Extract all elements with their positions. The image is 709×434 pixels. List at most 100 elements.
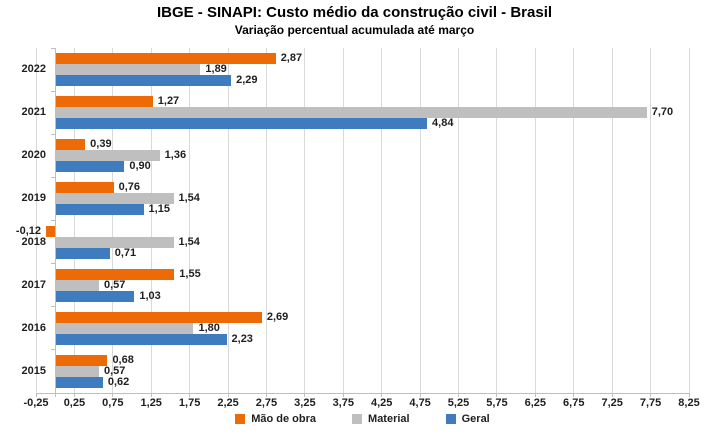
y-category-label-2018: 2018 [21, 235, 46, 248]
bar-material-2021 [55, 107, 647, 119]
bar-mao-de-obra-2017 [55, 268, 175, 280]
gridline [73, 48, 75, 393]
x-tick-mark [650, 393, 652, 397]
data-label-material-2021: 7,70 [651, 106, 674, 119]
data-label-mao-de-obra-2017: 1,55 [179, 267, 201, 280]
data-label-geral-2017: 1,03 [139, 289, 161, 302]
x-tick-mark [189, 393, 191, 397]
data-label-geral-2015: 0,62 [107, 375, 130, 388]
bar-material-2020 [55, 150, 160, 162]
data-label-material-2018: 1,54 [178, 235, 200, 248]
legend-swatch-icon [352, 414, 363, 424]
legend-item-mao-de-obra: Mão de obra [235, 413, 316, 425]
x-tick-mark [381, 393, 383, 397]
category-tick-mark [50, 392, 55, 394]
bar-material-2019 [55, 193, 174, 205]
gridline [189, 48, 191, 393]
gridline [227, 48, 229, 393]
x-tick-label: 3,25 [294, 397, 316, 409]
data-label-material-2017: 0,57 [103, 278, 126, 291]
y-category-label-2021: 2021 [21, 106, 46, 119]
gridline [496, 48, 498, 393]
category-tick-mark [50, 90, 55, 92]
bar-geral-2021 [55, 118, 428, 130]
gridline [304, 48, 306, 393]
data-label-material-2020: 1,36 [164, 149, 187, 162]
gridline [688, 48, 690, 393]
x-tick-mark [458, 393, 460, 397]
bar-geral-2019 [55, 204, 144, 216]
bar-geral-2022 [55, 75, 232, 87]
x-tick-label: 7,25 [601, 397, 623, 409]
x-tick-label: 0,75 [102, 397, 124, 409]
x-tick-mark [150, 393, 152, 397]
bar-mao-de-obra-2019 [55, 182, 114, 194]
data-label-geral-2022: 2,29 [236, 74, 258, 87]
data-label-mao-de-obra-2021: 1,27 [157, 95, 180, 108]
y-category-label-2019: 2019 [21, 192, 46, 205]
gridline [611, 48, 613, 393]
bar-mao-de-obra-2018 [45, 225, 56, 237]
bar-mao-de-obra-2021 [55, 96, 153, 108]
legend-swatch-icon [235, 414, 246, 424]
x-tick-mark [112, 393, 114, 397]
bar-material-2022 [55, 64, 201, 76]
data-label-mao-de-obra-2018: -0,12 [15, 224, 41, 237]
x-tick-label: 5,75 [486, 397, 508, 409]
x-tick-mark [496, 393, 498, 397]
bar-mao-de-obra-2020 [55, 139, 86, 151]
data-label-geral-2016: 2,23 [231, 332, 253, 345]
y-category-label-2020: 2020 [21, 149, 46, 162]
legend: Mão de obra Material Geral [36, 410, 689, 428]
gridline [458, 48, 460, 393]
x-tick-label: 0,25 [63, 397, 86, 409]
gridline [419, 48, 421, 393]
x-tick-mark [265, 393, 267, 397]
x-tick-mark [35, 393, 37, 397]
category-tick-mark [50, 306, 55, 308]
x-tick-mark [304, 393, 306, 397]
gridline [342, 48, 344, 393]
x-tick-label: 4,75 [409, 397, 431, 409]
data-label-mao-de-obra-2022: 2,87 [280, 52, 303, 65]
x-tick-mark [342, 393, 344, 397]
category-tick-mark [50, 220, 55, 221]
gridline [381, 48, 383, 393]
data-label-material-2016: 1,80 [198, 321, 220, 334]
data-label-material-2022: 1,89 [205, 63, 227, 76]
legend-swatch-icon [445, 414, 456, 424]
x-tick-mark [573, 393, 575, 397]
category-tick-mark [50, 133, 55, 135]
bar-mao-de-obra-2016 [55, 311, 262, 323]
x-tick-label: -0,25 [23, 397, 49, 409]
gridline [35, 48, 37, 393]
bar-geral-2017 [55, 290, 135, 302]
data-label-material-2015: 0,57 [103, 364, 126, 377]
x-tick-label: 1,25 [140, 397, 162, 409]
x-tick-mark [227, 393, 229, 397]
x-tick-label: 1,75 [178, 397, 201, 409]
gridline [150, 48, 152, 393]
data-label-mao-de-obra-2019: 0,76 [118, 181, 140, 194]
data-label-geral-2018: 0,71 [114, 246, 137, 259]
bar-geral-2018 [55, 247, 110, 259]
bar-geral-2015 [55, 376, 103, 388]
bar-geral-2016 [55, 333, 227, 345]
legend-label: Mão de obra [251, 413, 317, 425]
data-label-geral-2020: 0,90 [129, 160, 151, 173]
category-tick-mark [50, 349, 55, 351]
x-tick-mark [534, 393, 536, 397]
legend-label: Geral [461, 413, 490, 425]
data-label-geral-2019: 1,15 [148, 203, 170, 216]
bar-material-2018 [55, 236, 174, 248]
x-tick-label: 6,75 [563, 397, 585, 409]
x-tick-mark [611, 393, 613, 397]
x-axis-line [36, 393, 690, 394]
category-tick-mark [50, 263, 55, 265]
x-tick-label: 2,75 [255, 397, 278, 409]
y-category-label-2016: 2016 [21, 321, 46, 334]
chart-subtitle: Variação percentual acumulada até março [234, 23, 475, 37]
gridline [265, 48, 267, 393]
plot-area: 2,87 1,89 2,29 1,27 7,70 4,84 0,39 1,36 0,90 0,76… [16, 48, 690, 393]
